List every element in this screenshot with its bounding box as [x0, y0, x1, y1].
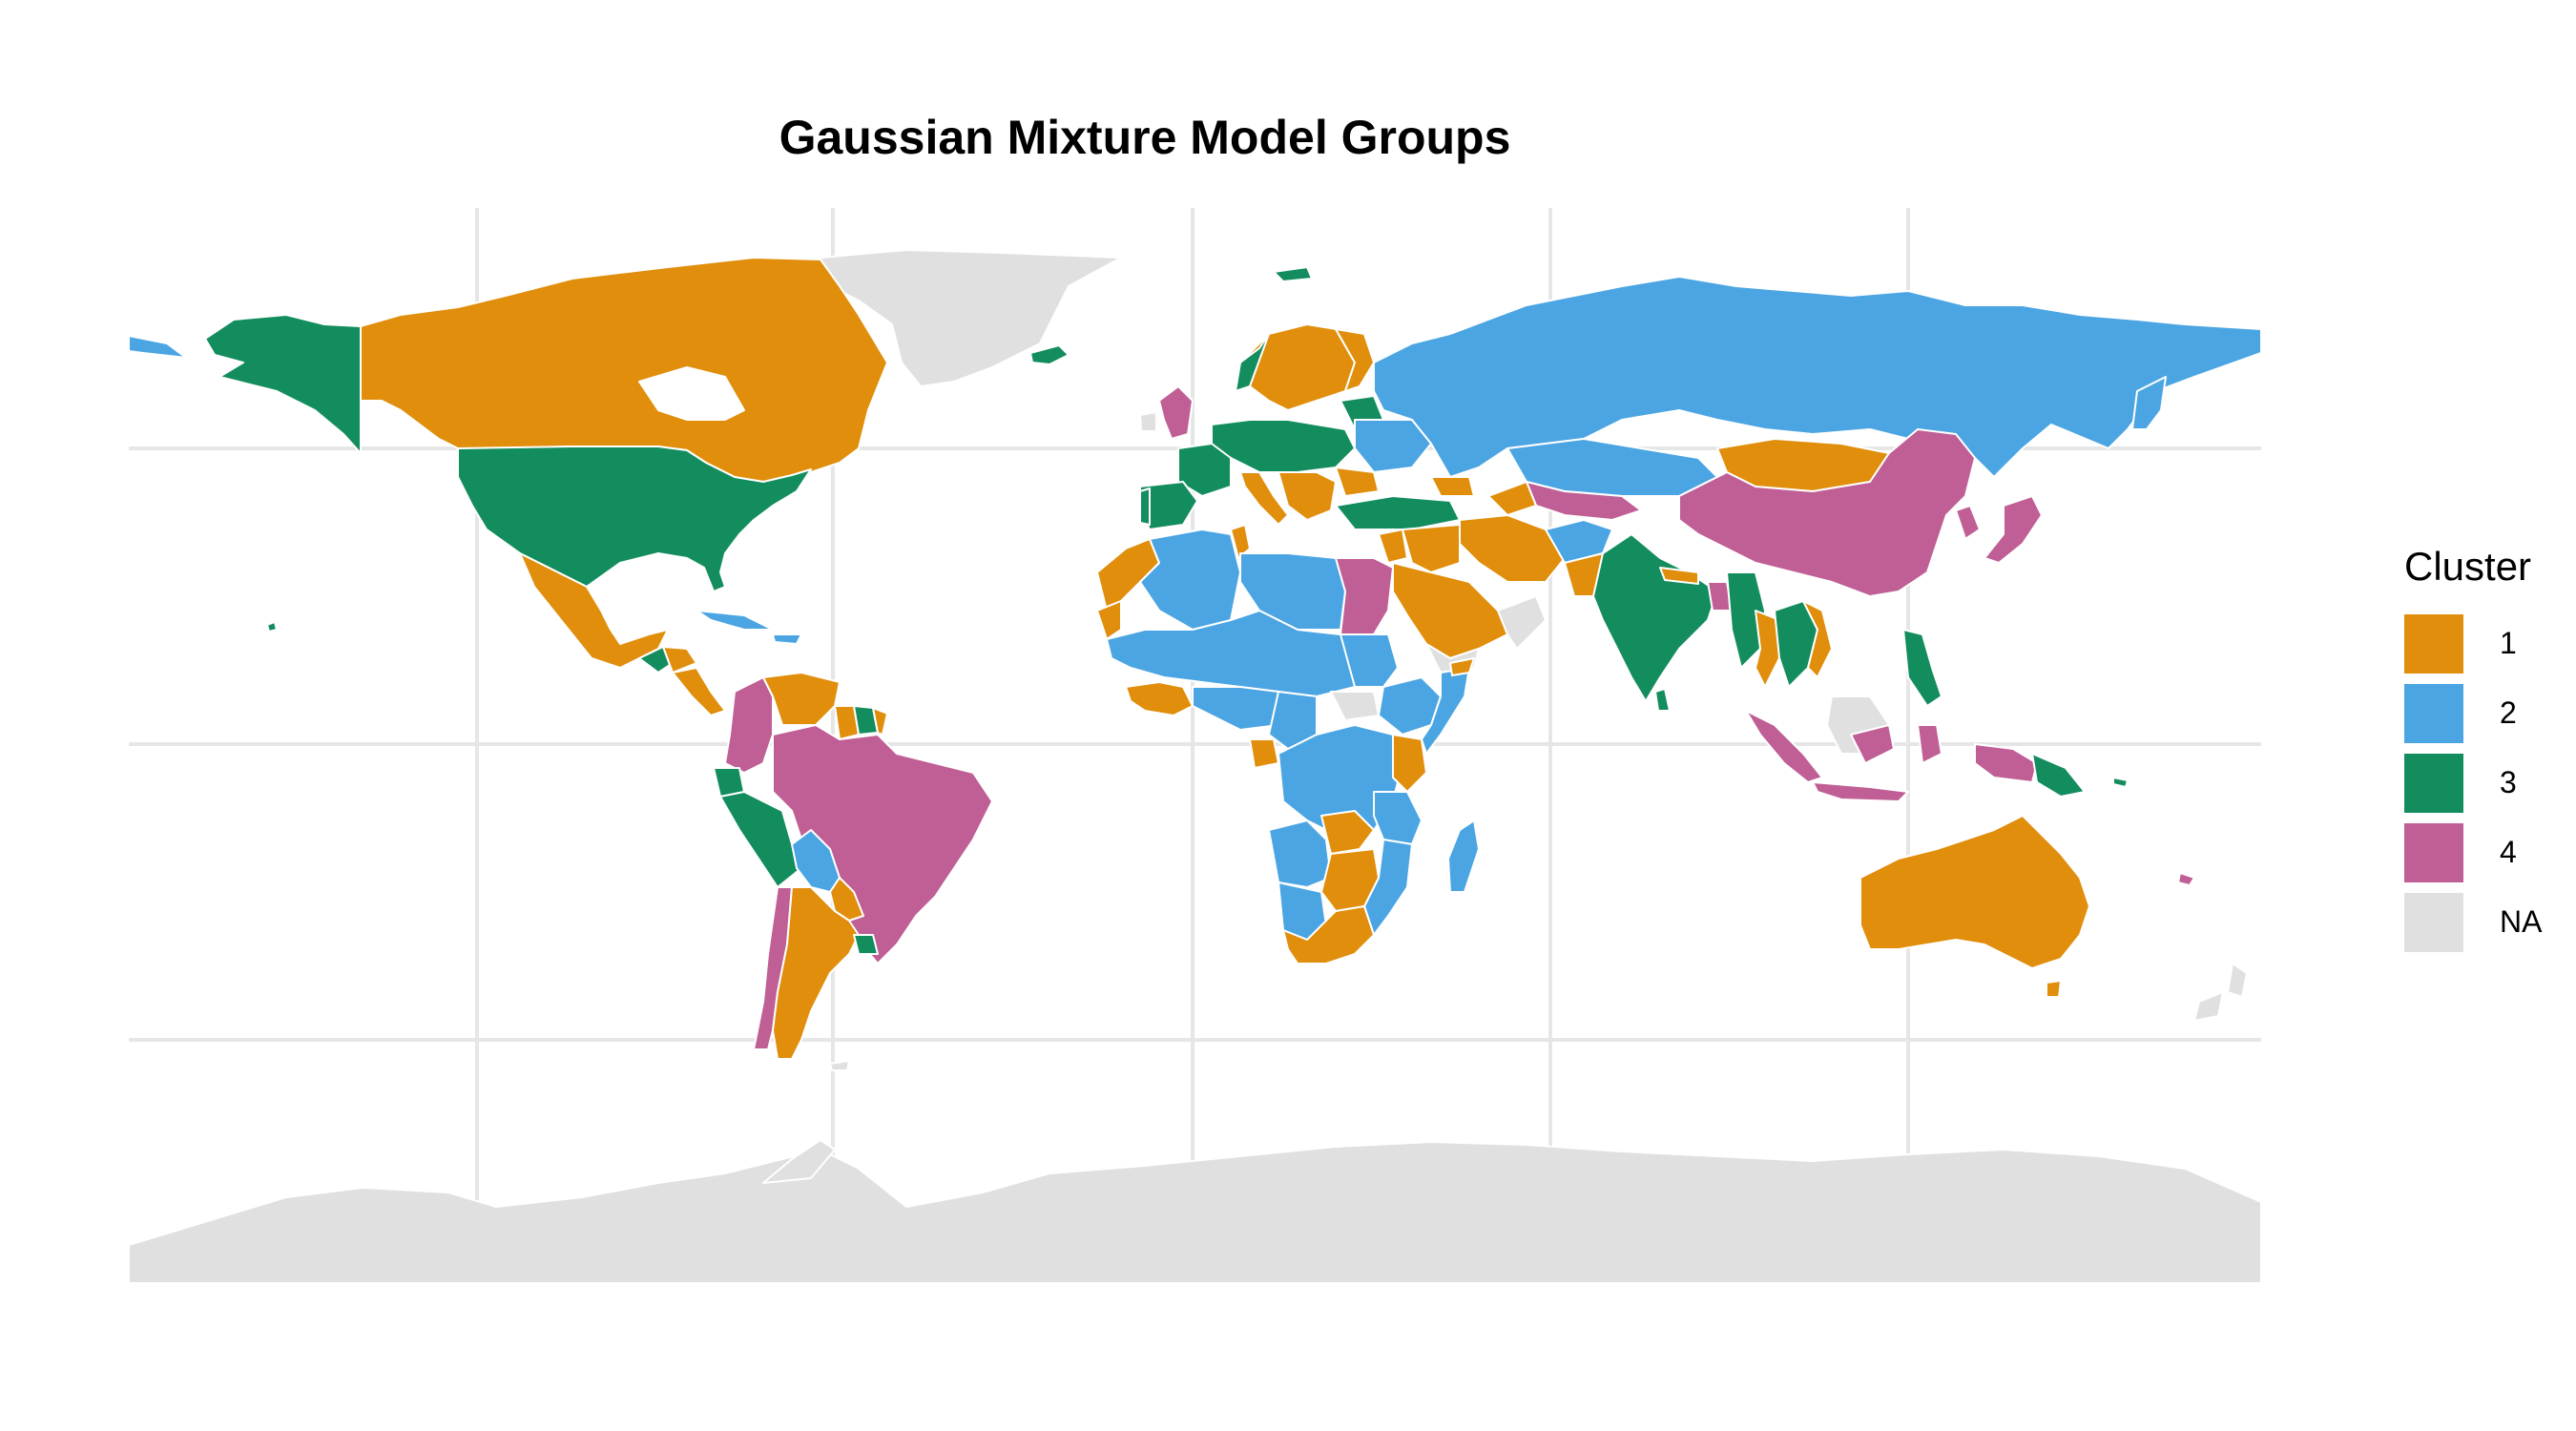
region-italy: [1239, 471, 1289, 526]
region-antarctica: [128, 1141, 2262, 1284]
region-balkans: [1278, 471, 1337, 521]
region-antarctic-peninsula: [762, 1139, 836, 1184]
region-cuba: [696, 610, 774, 631]
region-venezuela: [762, 672, 841, 726]
region-argentina: [772, 886, 860, 1060]
region-somalia: [1421, 667, 1470, 755]
region-saudi-arabia: [1392, 562, 1508, 659]
region-kamchatka: [2131, 376, 2167, 430]
region-hispaniola: [772, 633, 802, 645]
legend-title: Cluster: [2404, 544, 2532, 589]
region-kenya: [1392, 734, 1427, 793]
region-falklands: [829, 1060, 850, 1071]
legend-items: 1 2 3 4 NA: [2404, 609, 2542, 957]
region-tunisia: [1230, 524, 1251, 559]
region-canada: [360, 257, 888, 483]
legend-item-4: 4: [2404, 818, 2542, 887]
region-nicaragua-costa-rica: [672, 667, 726, 716]
region-ireland: [1139, 411, 1157, 432]
legend-item-na: NA: [2404, 887, 2542, 957]
region-australia: [1859, 815, 2090, 969]
region-iran: [1459, 514, 1566, 583]
region-nepal: [1659, 567, 1699, 585]
region-philippines: [1902, 629, 1942, 707]
region-vietnam: [1802, 600, 1833, 678]
region-honduras: [662, 646, 697, 674]
legend-label-2: 2: [2500, 695, 2517, 730]
region-uruguay: [853, 934, 879, 955]
legend-label-3: 3: [2500, 765, 2517, 799]
region-french-guiana: [872, 707, 888, 736]
region-romania: [1335, 467, 1380, 497]
region-sulawesi: [1917, 724, 1942, 764]
region-chukotka-tip: [128, 335, 187, 359]
region-central-asia: [1526, 481, 1642, 521]
legend: Cluster 1 2 3 4 NA: [2404, 544, 2542, 957]
region-tanzania: [1373, 791, 1423, 845]
legend-label-1: 1: [2500, 626, 2517, 660]
legend-item-1: 1: [2404, 609, 2542, 678]
region-hudson-bay: [638, 366, 745, 421]
region-india: [1592, 533, 1718, 702]
region-svalbard: [1273, 266, 1313, 282]
region-sri-lanka: [1654, 688, 1671, 712]
region-greenland: [820, 249, 1122, 387]
region-ghana-nigeria: [1192, 686, 1279, 731]
region-zambia: [1320, 810, 1375, 855]
region-turkey: [1335, 495, 1461, 530]
region-west-africa: [1125, 681, 1194, 716]
region-angola: [1268, 819, 1332, 888]
region-afghanistan: [1545, 519, 1613, 564]
legend-swatch-2: [2404, 683, 2463, 743]
region-gabon: [1249, 738, 1279, 769]
region-iceland: [1029, 344, 1070, 365]
region-tasmania: [2046, 980, 2062, 998]
region-solomon: [2112, 777, 2129, 788]
region-turkmenistan: [1487, 481, 1537, 516]
region-hawaii: [266, 621, 278, 633]
region-sudan: [1340, 633, 1399, 688]
region-israel-jordan: [1378, 529, 1408, 564]
region-south-sudan: [1330, 691, 1380, 721]
chart-title: Gaussian Mixture Model Groups: [779, 111, 1511, 164]
region-caucasus: [1430, 476, 1475, 497]
region-mexico: [519, 552, 669, 669]
region-new-zealand-south: [2193, 991, 2224, 1022]
region-oman-uae: [1497, 595, 1547, 650]
legend-swatch-1: [2404, 613, 2463, 674]
legend-item-3: 3: [2404, 748, 2542, 818]
region-iraq-syria: [1402, 524, 1461, 573]
region-south-africa: [1282, 905, 1375, 964]
legend-swatch-na: [2404, 892, 2463, 952]
region-papua-new-guinea: [2031, 753, 2086, 798]
region-norway-west: [1235, 333, 1270, 392]
legend-swatch-4: [2404, 822, 2463, 882]
world-map: [128, 208, 2262, 1284]
region-united-kingdom: [1158, 385, 1194, 440]
region-colombia: [724, 676, 774, 774]
legend-item-2: 2: [2404, 678, 2542, 748]
region-fiji: [2177, 872, 2195, 886]
legend-swatch-3: [2404, 753, 2463, 813]
region-china: [1678, 428, 1976, 597]
region-new-zealand-north: [2227, 963, 2248, 998]
region-portugal: [1139, 487, 1151, 526]
region-madagascar: [1447, 819, 1480, 893]
region-java: [1812, 781, 1909, 802]
region-finland: [1335, 328, 1375, 392]
legend-label-4: 4: [2500, 835, 2517, 869]
region-djibouti: [1449, 657, 1475, 676]
region-korea: [1955, 505, 1981, 540]
region-western-sahara: [1096, 600, 1122, 640]
region-central-europe: [1211, 419, 1356, 473]
legend-label-na: NA: [2500, 904, 2543, 939]
region-algeria: [1139, 529, 1241, 631]
region-japan: [1984, 495, 2043, 564]
region-papua-indonesia: [1974, 743, 2038, 783]
region-alaska: [204, 314, 362, 454]
region-egypt: [1335, 557, 1394, 635]
region-sumatra: [1745, 710, 1823, 783]
region-borneo-malaysia: [1850, 724, 1895, 764]
